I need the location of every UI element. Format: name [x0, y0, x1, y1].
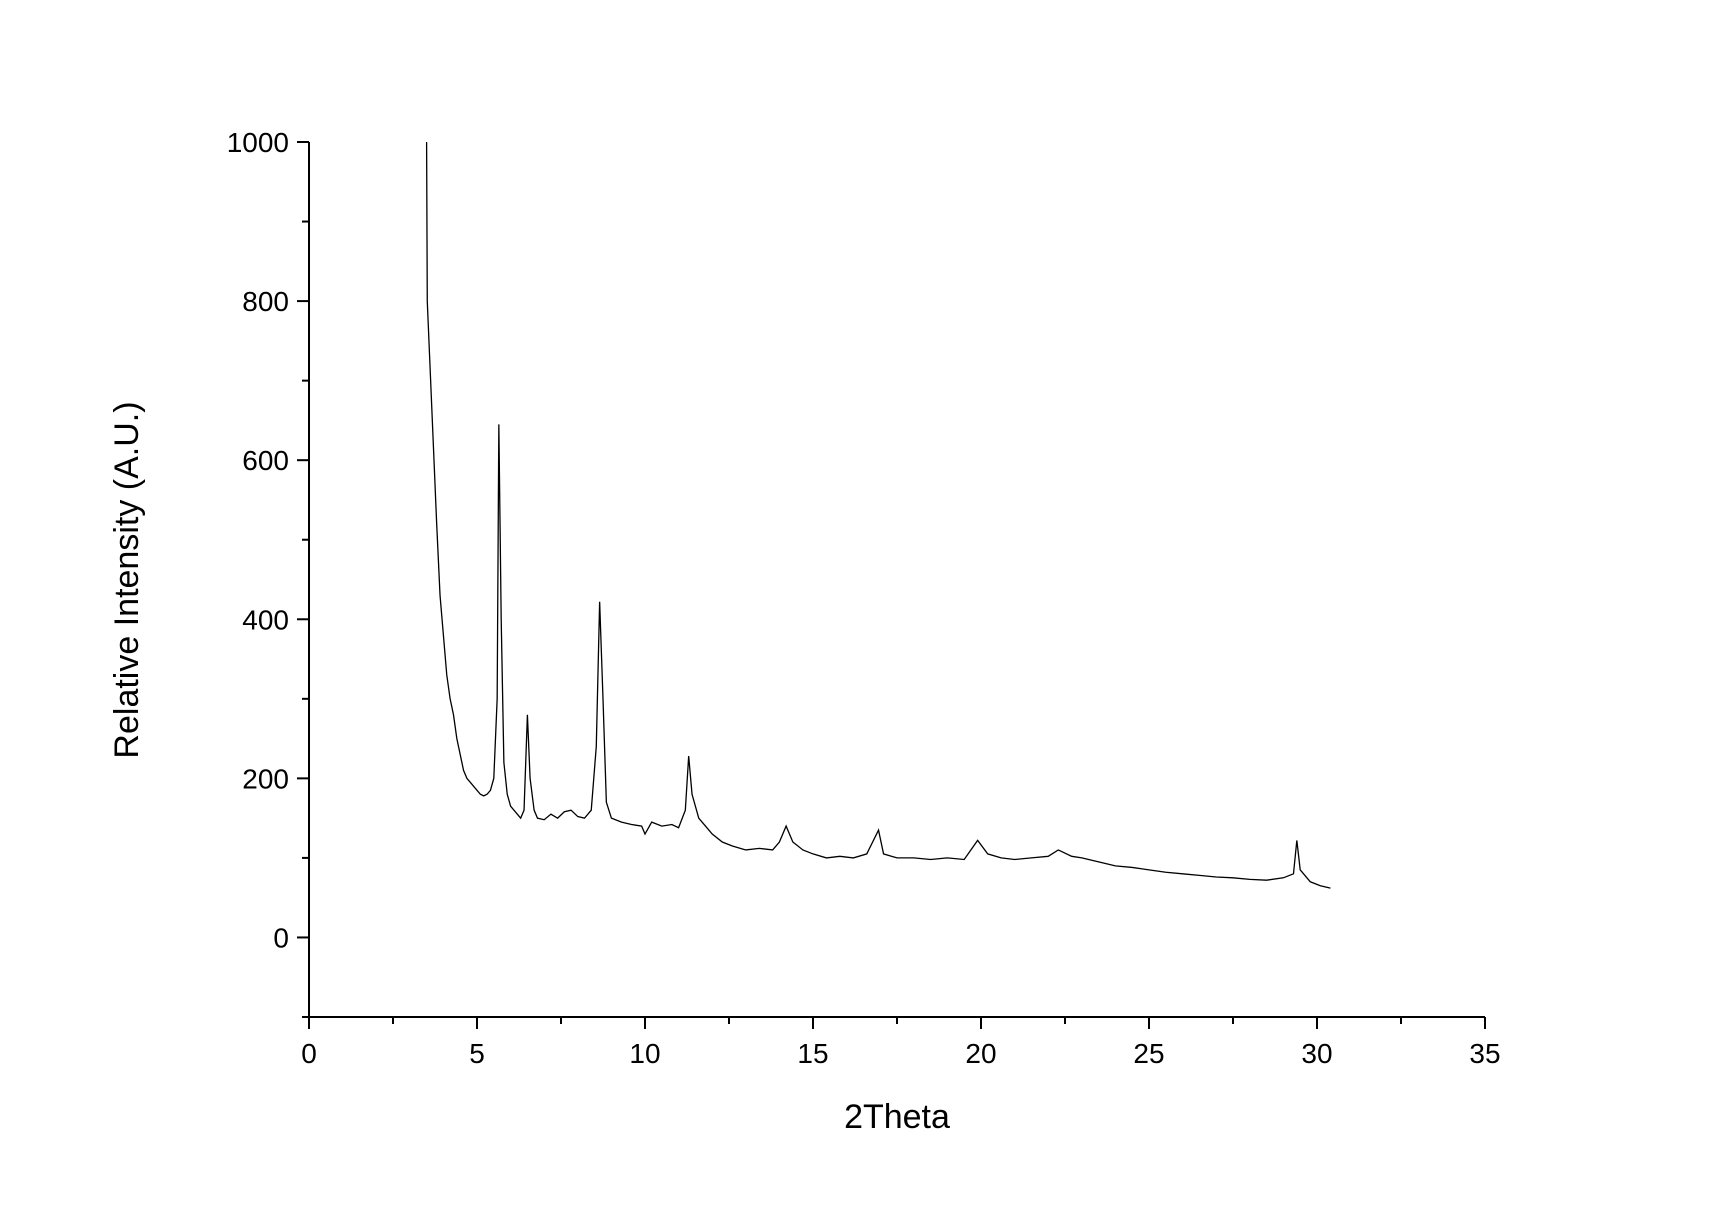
y-tick-label: 200 [242, 763, 289, 794]
x-tick-label: 5 [469, 1038, 485, 1069]
y-tick-label: 400 [242, 604, 289, 635]
x-tick-label: 15 [797, 1038, 828, 1069]
y-tick-label: 1000 [227, 127, 289, 158]
x-tick-label: 35 [1469, 1038, 1500, 1069]
x-tick-label: 30 [1301, 1038, 1332, 1069]
data-line [425, 141, 1331, 889]
y-tick-label: 0 [273, 922, 289, 953]
x-axis-title: 2Theta [844, 1098, 950, 1136]
x-tick-label: 0 [301, 1038, 317, 1069]
x-tick-label: 20 [965, 1038, 996, 1069]
y-axis-title: Relative Intensity (A.U.) [108, 401, 146, 758]
y-tick-label: 800 [242, 286, 289, 317]
x-tick-label: 10 [629, 1038, 660, 1069]
x-tick-label: 25 [1133, 1038, 1164, 1069]
y-tick-label: 600 [242, 445, 289, 476]
